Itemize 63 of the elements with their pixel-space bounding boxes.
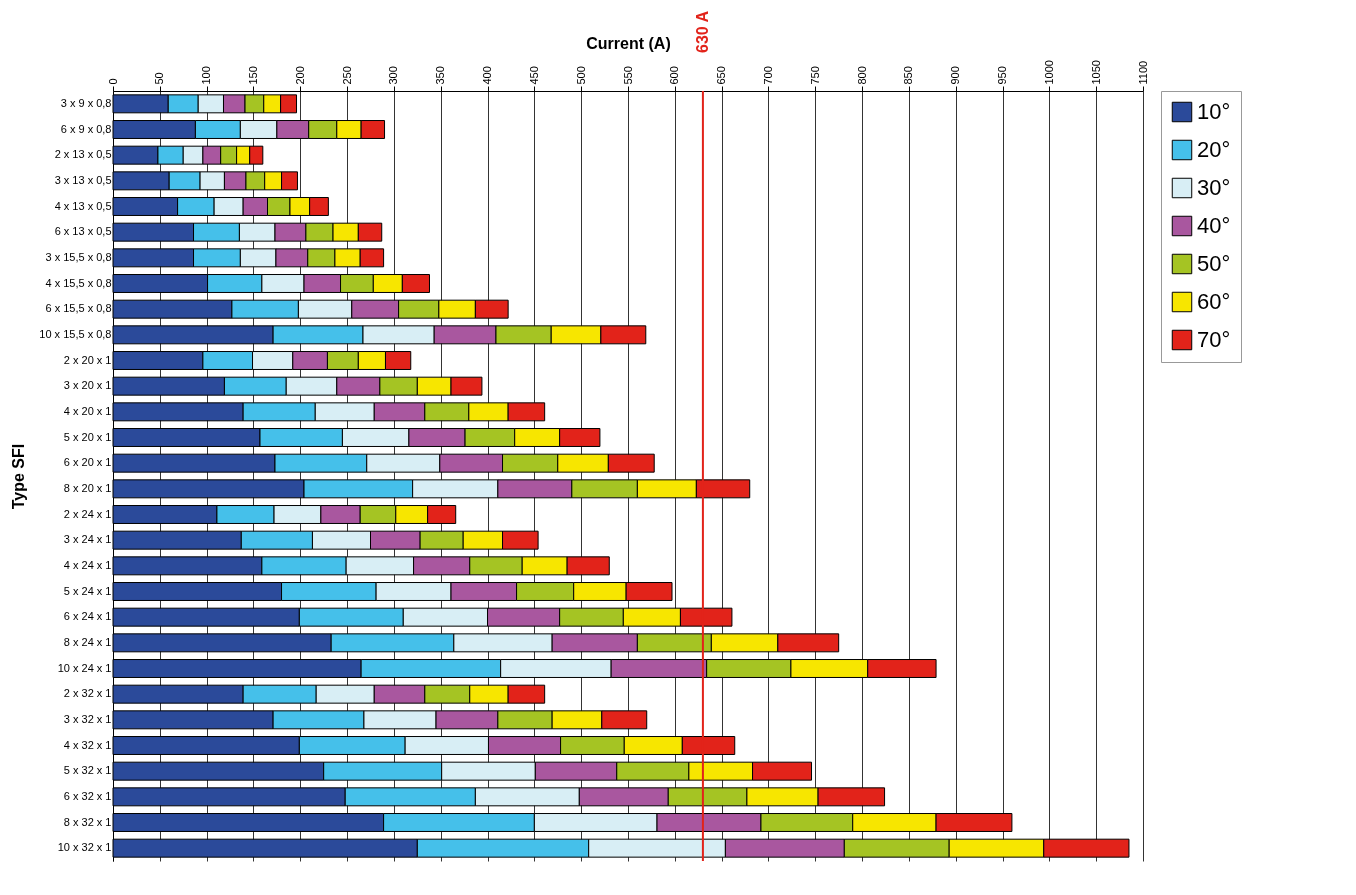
- y-tick-label: 3 x 20 x 1: [63, 379, 112, 392]
- y-axis-title: Type SFI: [10, 443, 28, 510]
- legend-label: 70°: [1197, 327, 1231, 352]
- x-tick-label: 800: [855, 66, 868, 85]
- y-tick-label: 6 x 15,5 x 0,8: [45, 302, 112, 315]
- y-tick-label: 8 x 20 x 1: [63, 481, 112, 494]
- y-tick-label: 10 x 15,5 x 0,8: [39, 327, 112, 340]
- y-tick-label: 4 x 13 x 0,5: [54, 199, 112, 212]
- x-tick-label: 400: [481, 66, 494, 85]
- y-tick-label: 3 x 13 x 0,5: [54, 173, 112, 186]
- x-tick-label: 100: [200, 66, 213, 85]
- y-tick-label: 5 x 24 x 1: [63, 584, 112, 597]
- x-tick-label: 900: [949, 66, 962, 85]
- x-tick-label: 600: [668, 66, 681, 85]
- y-tick-label: 6 x 9 x 0,8: [60, 122, 112, 135]
- x-tick-label: 350: [434, 66, 447, 85]
- y-tick-label: 6 x 13 x 0,5: [54, 225, 112, 238]
- x-axis-title: Current (A): [586, 35, 671, 53]
- x-tick-label: 200: [293, 66, 306, 85]
- y-tick-label: 5 x 20 x 1: [63, 430, 112, 443]
- y-tick-label: 4 x 32 x 1: [63, 738, 112, 751]
- y-tick-label: 6 x 20 x 1: [63, 456, 112, 469]
- x-tick-label: 650: [715, 66, 728, 85]
- y-tick-label: 3 x 9 x 0,8: [60, 96, 112, 109]
- legend-label: 40°: [1197, 213, 1231, 238]
- x-tick-label: 1100: [1136, 60, 1149, 85]
- legend-label: 50°: [1197, 251, 1231, 276]
- x-tick-label: 300: [387, 66, 400, 85]
- y-tick-label: 4 x 20 x 1: [63, 404, 112, 417]
- x-tick-label: 550: [621, 66, 634, 85]
- y-tick-label: 10 x 32 x 1: [57, 841, 112, 854]
- y-tick-label: 8 x 32 x 1: [63, 815, 112, 828]
- y-tick-label: 2 x 20 x 1: [63, 353, 112, 366]
- x-tick-label: 700: [761, 66, 774, 85]
- y-tick-label: 6 x 32 x 1: [63, 789, 112, 802]
- x-tick-label: 50: [153, 72, 166, 85]
- x-tick-label: 150: [246, 66, 259, 85]
- x-tick-label: 250: [340, 66, 353, 85]
- y-tick-label: 2 x 13 x 0,5: [54, 148, 112, 161]
- x-tick-label: 950: [996, 66, 1009, 85]
- x-tick-label: 450: [527, 66, 540, 85]
- legend-label: 60°: [1197, 289, 1231, 314]
- legend-label: 20°: [1197, 137, 1231, 162]
- x-tick-label: 850: [902, 66, 915, 85]
- ref-line-label: 630 A: [693, 10, 711, 53]
- y-tick-label: 8 x 24 x 1: [63, 635, 112, 648]
- y-tick-label: 3 x 24 x 1: [63, 533, 112, 546]
- y-tick-label: 3 x 32 x 1: [63, 712, 112, 725]
- x-tick-label: 500: [574, 66, 587, 85]
- y-tick-label: 5 x 32 x 1: [63, 764, 112, 777]
- y-tick-label: 3 x 15,5 x 0,8: [45, 250, 112, 263]
- x-tick-label: 1050: [1089, 60, 1102, 85]
- y-tick-label: 6 x 24 x 1: [63, 610, 112, 623]
- y-tick-label: 4 x 24 x 1: [63, 558, 112, 571]
- y-tick-label: 4 x 15,5 x 0,8: [45, 276, 112, 289]
- x-tick-label: 1000: [1042, 60, 1055, 85]
- y-tick-label: 10 x 24 x 1: [57, 661, 112, 674]
- x-tick-label: 0: [106, 78, 119, 85]
- legend-label: 30°: [1197, 175, 1231, 200]
- y-tick-label: 2 x 32 x 1: [63, 687, 112, 700]
- x-tick-label: 750: [808, 66, 821, 85]
- y-tick-label: 2 x 24 x 1: [63, 507, 112, 520]
- legend-label: 10°: [1197, 99, 1231, 124]
